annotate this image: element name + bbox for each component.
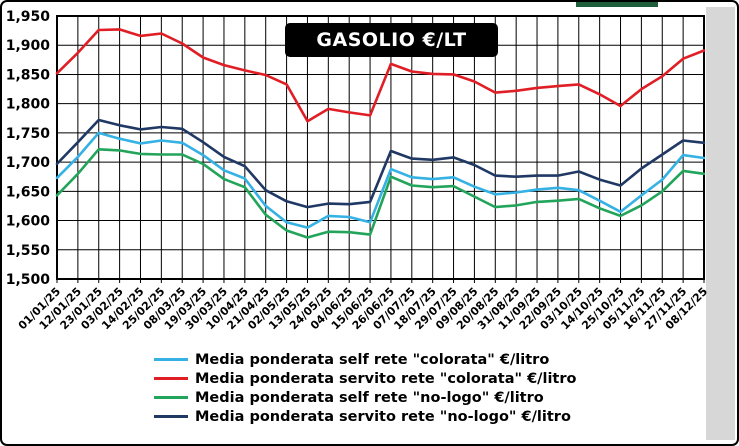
legend-item-servito-colorata: Media ponderata servito rete "colorata" … (154, 369, 576, 388)
legend-swatch-self-colorata (154, 358, 188, 361)
chart-legend: Media ponderata self rete "colorata" €/l… (154, 350, 576, 426)
svg-text:1,500: 1,500 (6, 272, 51, 288)
legend-label: Media ponderata servito rete "no-logo" €… (195, 408, 571, 425)
legend-swatch-servito-nologo (154, 415, 188, 418)
svg-text:1,650: 1,650 (6, 184, 51, 200)
svg-text:1,750: 1,750 (6, 126, 51, 142)
chart-title: GASOLIO €/LT (316, 29, 467, 51)
top-green-bar (576, 2, 658, 7)
svg-text:1,550: 1,550 (6, 243, 51, 259)
legend-item-self-colorata: Media ponderata self rete "colorata" €/l… (154, 350, 576, 369)
legend-label: Media ponderata self rete "no-logo" €/li… (195, 389, 544, 406)
svg-text:1,800: 1,800 (6, 97, 51, 113)
svg-text:1,850: 1,850 (6, 67, 51, 83)
legend-item-servito-nologo: Media ponderata servito rete "no-logo" €… (154, 407, 576, 426)
legend-item-self-nologo: Media ponderata self rete "no-logo" €/li… (154, 388, 576, 407)
svg-text:1,950: 1,950 (6, 9, 51, 25)
svg-text:1,900: 1,900 (6, 38, 51, 54)
svg-text:1,700: 1,700 (6, 155, 51, 171)
x-axis-labels: 01/01/2512/01/2523/01/2503/02/2514/02/25… (16, 285, 710, 332)
legend-swatch-servito-colorata (154, 377, 188, 380)
legend-swatch-self-nologo (154, 396, 188, 399)
chart-title-box: GASOLIO €/LT (285, 23, 498, 57)
right-gutter (706, 7, 735, 440)
legend-label: Media ponderata self rete "colorata" €/l… (195, 351, 550, 368)
y-axis-labels: 1,500 1,550 1,600 1,650 1,700 1,750 1,800 1,850… (6, 9, 51, 288)
legend-label: Media ponderata servito rete "colorata" … (195, 370, 577, 387)
svg-text:1,600: 1,600 (6, 214, 51, 230)
plot-frame (56, 15, 705, 280)
data-series (55, 28, 706, 239)
